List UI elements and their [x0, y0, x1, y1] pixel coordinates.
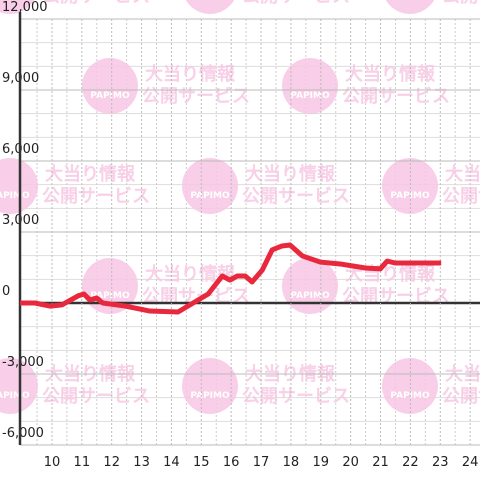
y-tick-label: -3,000 [2, 355, 44, 370]
watermark-text: 公開サービス [42, 0, 150, 7]
watermark-text: 大当り情報 [145, 63, 236, 85]
watermark-text: 公開サービス [242, 186, 350, 207]
watermark-logo-circle [382, 158, 438, 214]
x-tick-label: 20 [342, 455, 359, 470]
x-tick-label: 21 [372, 455, 389, 470]
watermark-logo: PAPIMO [0, 391, 30, 401]
watermark-logo: PAPIMO [90, 291, 130, 301]
x-tick-label: 22 [402, 455, 419, 470]
x-tick-label: 18 [283, 455, 300, 470]
x-tick-label: 24 [462, 455, 479, 470]
watermark-logo: PAPIMO [290, 291, 330, 301]
watermark-logo: PAPIMO [0, 0, 30, 1]
data-line [20, 242, 442, 315]
watermark-logo-circle [382, 358, 438, 414]
watermark-logo-circle [82, 58, 138, 114]
y-tick-label: -6,000 [2, 426, 44, 441]
x-tick-label: 14 [163, 455, 180, 470]
watermark-text: 大当り情報 [245, 163, 336, 185]
watermark-text: 大当り情報 [45, 163, 136, 185]
watermark-logo-circle [282, 258, 338, 314]
watermark-logo: PAPIMO [190, 0, 230, 1]
watermark-text: 公開サービス [442, 186, 480, 207]
y-tick-label: 0 [2, 284, 10, 299]
watermark-logo-circle [182, 158, 238, 214]
x-tick-label: 15 [193, 455, 210, 470]
watermark-logo-circle [182, 358, 238, 414]
x-tick-label: 19 [313, 455, 330, 470]
watermark-logo: PAPIMO [0, 191, 30, 201]
watermark-logo-circle [385, 0, 435, 14]
x-tick-label: 13 [133, 455, 150, 470]
watermark-text: 公開サービス [342, 86, 450, 107]
watermark-text: 公開サービス [242, 386, 350, 407]
watermark-logo: PAPIMO [90, 91, 130, 101]
x-tick-label: 11 [74, 455, 91, 470]
y-tick-label: 12,000 [2, 0, 48, 15]
watermark-text: 公開サービス [242, 0, 350, 7]
watermark-text: 大当り情報 [145, 263, 236, 285]
x-tick-label: 10 [44, 455, 61, 470]
x-tick-label: 17 [253, 455, 270, 470]
x-tick-label: 16 [223, 455, 240, 470]
watermark-logo: PAPIMO [290, 91, 330, 101]
x-tick-label: 23 [432, 455, 449, 470]
watermark-text: 大当り情報 [345, 63, 436, 85]
watermark-logo: PAPIMO [190, 391, 230, 401]
watermark-logo: PAPIMO [390, 0, 430, 1]
watermark-logo: PAPIMO [190, 191, 230, 201]
watermark-text: 公開サービス [442, 386, 480, 407]
watermark-text: 大当り情報 [445, 163, 480, 185]
watermark-text: 公開サービス [42, 186, 150, 207]
watermark-text: 公開サービス [42, 386, 150, 407]
watermark-text: 公開サービス [142, 86, 250, 107]
watermark-logo-circle [185, 0, 235, 14]
x-tick-label: 12 [103, 455, 120, 470]
watermark-logo-circle [282, 58, 338, 114]
watermark-logo-circle [0, 0, 35, 14]
watermark-text: 公開サービス [442, 0, 480, 7]
